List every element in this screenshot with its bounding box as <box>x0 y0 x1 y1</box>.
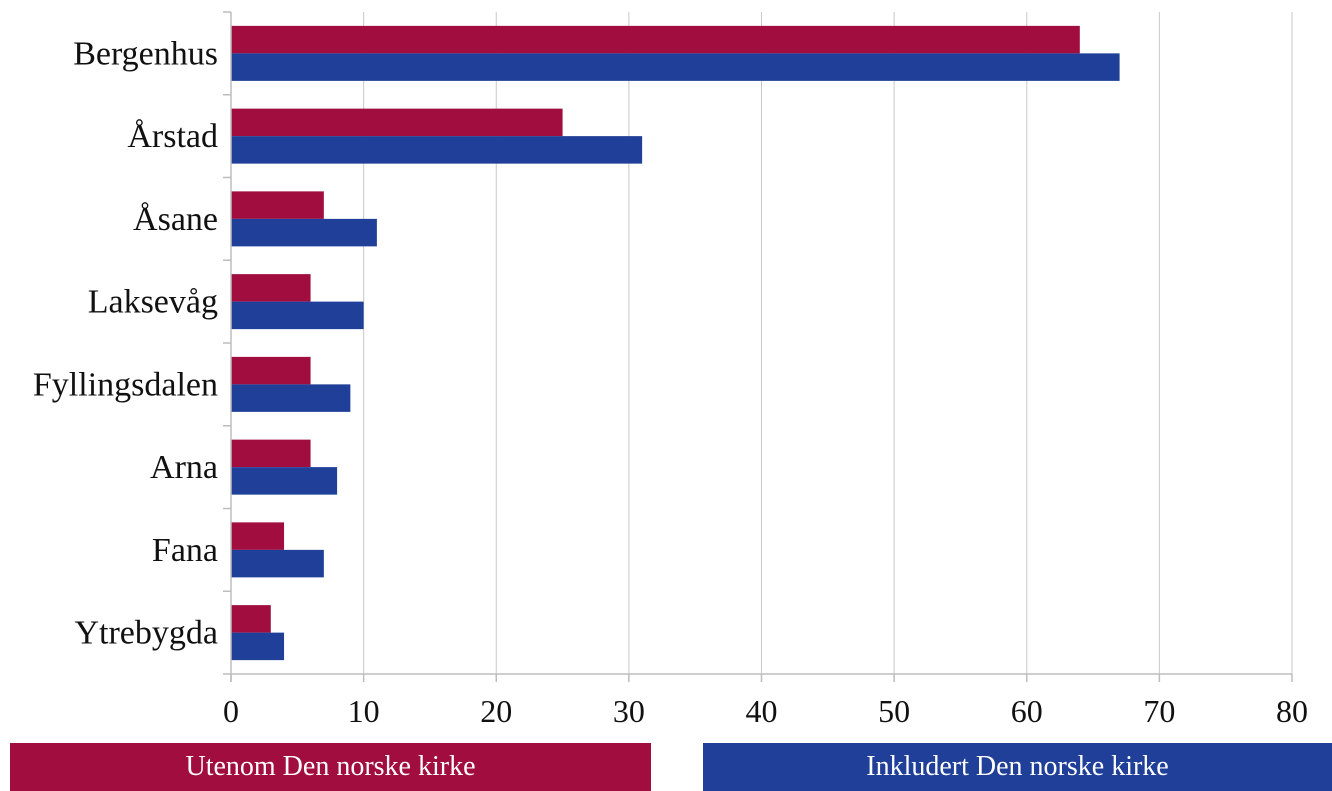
category-label: Ytrebygda <box>74 615 218 652</box>
bar-series-1 <box>231 274 311 302</box>
bar-series-1 <box>231 25 1080 54</box>
legend-item-series-2: Inkludert Den norske kirke <box>703 743 1332 791</box>
bar-series-2 <box>231 218 377 247</box>
x-tick-label: 50 <box>878 693 910 729</box>
bar-series-2 <box>231 136 643 164</box>
x-tick-label: 10 <box>348 693 380 729</box>
legend-item-series-1: Utenom Den norske kirke <box>10 743 651 791</box>
bar-series-1 <box>231 356 311 385</box>
bar-series-2 <box>231 384 351 412</box>
x-tick-label: 70 <box>1143 693 1175 729</box>
bar-series-2 <box>231 467 338 495</box>
category-label: Årstad <box>127 118 218 155</box>
category-label: Bergenhus <box>73 35 218 72</box>
bar-series-2 <box>231 549 324 578</box>
x-tick-label: 80 <box>1276 693 1308 729</box>
x-tick-label: 40 <box>746 693 778 729</box>
x-tick-label: 20 <box>480 693 512 729</box>
bar-series-1 <box>231 605 271 633</box>
bar-series-1 <box>231 439 311 468</box>
x-tick-label: 30 <box>613 693 645 729</box>
bar-chart: 0 10 20 30 40 50 60 70 80 Bergenhus Årstad Åsane Lak… <box>33 11 1308 729</box>
x-tick-label: 0 <box>223 693 239 729</box>
category-label: Laksevåg <box>88 284 218 321</box>
bar-series-2 <box>231 53 1120 81</box>
category-label: Fyllingsdalen <box>33 366 218 403</box>
category-label: Arna <box>150 449 218 486</box>
x-tick-label: 60 <box>1011 693 1043 729</box>
bar-series-1 <box>231 108 563 137</box>
category-label: Fana <box>152 532 218 569</box>
bar-series-1 <box>231 522 285 550</box>
bar-series-1 <box>231 191 324 219</box>
category-label: Åsane <box>133 201 218 238</box>
bar-series-2 <box>231 632 285 661</box>
bar-series-2 <box>231 301 364 330</box>
